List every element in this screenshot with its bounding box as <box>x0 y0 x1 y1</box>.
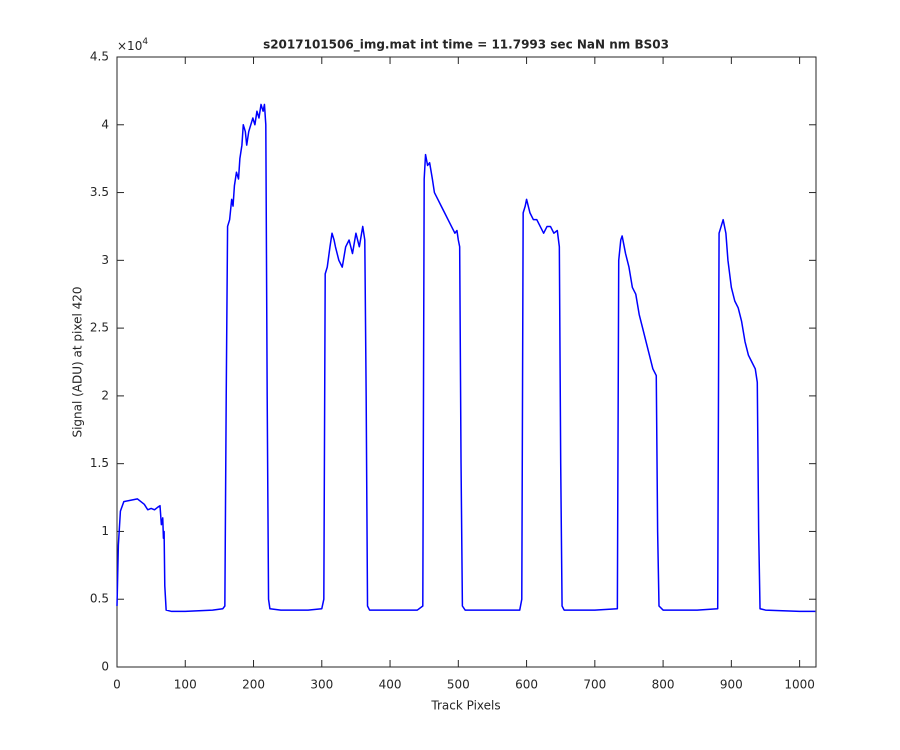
data-line <box>116 103 816 613</box>
x-tick-label: 400 <box>379 678 402 692</box>
y-tick-label: 3 <box>101 253 109 267</box>
x-axis-label: Track Pixels <box>430 699 500 713</box>
y-tick-label: 4 <box>101 117 109 131</box>
x-tick-label: 600 <box>515 678 538 692</box>
y-multiplier: ×104 <box>117 37 148 53</box>
y-tick-label: 4.5 <box>90 50 109 64</box>
y-tick-label: 2 <box>101 388 109 402</box>
x-tick-label: 900 <box>720 678 743 692</box>
x-tick-label: 100 <box>174 678 197 692</box>
plot-area <box>116 56 817 668</box>
y-tick-label: 1 <box>101 524 109 538</box>
y-multiplier-exponent: 4 <box>142 37 148 47</box>
y-tick-label: 1.5 <box>90 456 109 470</box>
y-multiplier-base: ×10 <box>117 39 142 53</box>
y-tick-label: 0 <box>101 660 109 674</box>
x-tick-label: 700 <box>583 678 606 692</box>
y-tick-label: 0.5 <box>90 592 109 606</box>
y-tick-label: 2.5 <box>90 321 109 335</box>
y-tick-label: 3.5 <box>90 185 109 199</box>
y-axis-label: Signal (ADU) at pixel 420 <box>71 286 85 437</box>
x-tick-label: 800 <box>652 678 675 692</box>
x-tick-label: 300 <box>310 678 333 692</box>
x-tick-label: 0 <box>113 678 121 692</box>
chart-title: s2017101506_img.mat int time = 11.7993 s… <box>263 38 669 53</box>
x-tick-label: 500 <box>447 678 470 692</box>
x-tick-label: 200 <box>242 678 265 692</box>
x-tick-label: 1000 <box>784 678 815 692</box>
